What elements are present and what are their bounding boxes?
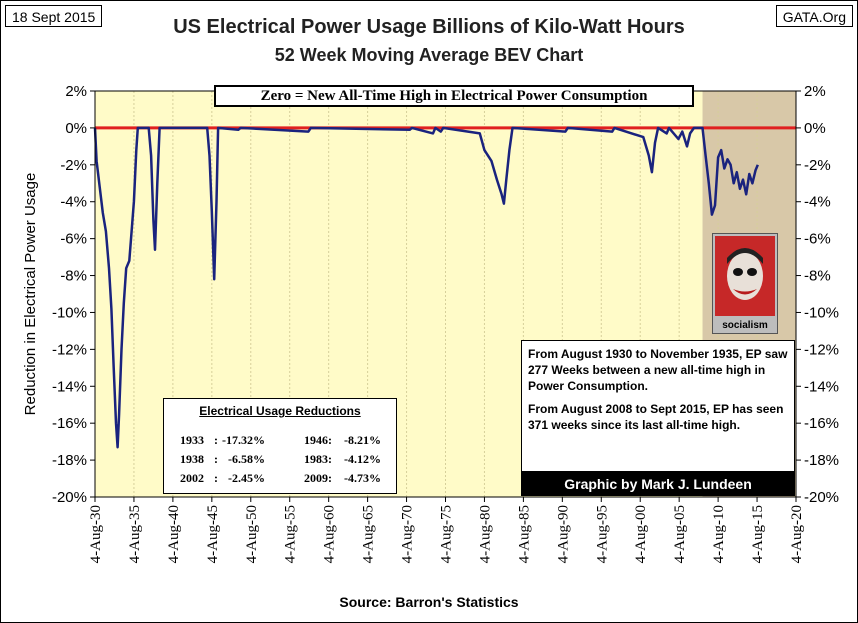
reduction-value: -6.58% (228, 452, 265, 466)
reduction-year: 2009: (304, 471, 332, 485)
y-tick-label-left: 2% (65, 83, 87, 100)
reduction-value: -17.32% (222, 433, 265, 447)
y-tick-label-left: -12% (52, 341, 87, 358)
y-tick-label-right: -10% (804, 304, 839, 321)
note-paragraph-2: From August 2008 to Sept 2015, EP has se… (528, 402, 784, 432)
y-tick-label-left: -2% (60, 157, 87, 174)
reduction-value: -4.12% (344, 452, 381, 466)
x-tick-label: 4-Aug-80 (477, 505, 493, 563)
site-label: GATA.Org (775, 5, 853, 27)
x-tick-label: 4-Aug-00 (633, 505, 649, 563)
y-tick-label-right: -2% (804, 157, 831, 174)
y-tick-label-right: -18% (804, 452, 839, 469)
credit-bar: Graphic by Mark J. Lundeen (521, 472, 795, 496)
x-tick-label: 4-Aug-75 (439, 505, 455, 563)
x-tick-label: 4-Aug-50 (244, 505, 260, 563)
x-tick-label: 4-Aug-65 (361, 505, 377, 563)
reduction-value: -8.21% (344, 433, 381, 447)
x-tick-label: 4-Aug-40 (166, 505, 182, 563)
y-tick-label-right: -16% (804, 415, 839, 432)
power-usage-series-line (93, 126, 759, 449)
reduction-year: 1933 (180, 433, 204, 447)
reduction-year: 1983: (304, 452, 332, 466)
y-tick-label-left: -10% (52, 304, 87, 321)
y-tick-label-left: -6% (60, 231, 87, 248)
reduction-year: 1938 (180, 452, 204, 466)
y-tick-label-right: -20% (804, 489, 839, 506)
x-tick-label: 4-Aug-95 (594, 505, 610, 563)
y-axis-left: 2% 0% -2% -4% -6% -8% -10% -12% -14% -16% -18% -20% (52, 83, 95, 506)
y-tick-label-right: 0% (804, 120, 826, 137)
chart-title: US Electrical Power Usage Billions of Ki… (173, 16, 685, 38)
date-label: 18 Sept 2015 (5, 5, 103, 27)
source-label: Source: Barron's Statistics (339, 594, 519, 610)
x-tick-label: 4-Aug-05 (672, 505, 688, 563)
x-tick-label: 4-Aug-15 (750, 505, 766, 563)
y-tick-label-right: -6% (804, 231, 831, 248)
y-tick-label-right: -8% (804, 268, 831, 285)
x-tick-label: 4-Aug-90 (555, 505, 571, 563)
reduction-value: -2.45% (228, 471, 265, 485)
x-tick-label: 4-Aug-30 (88, 505, 104, 563)
y-tick-label-right: -14% (804, 378, 839, 395)
y-tick-label-left: -14% (52, 378, 87, 395)
x-tick-label: 4-Aug-10 (711, 505, 727, 563)
y-tick-label-left: -20% (52, 489, 87, 506)
poster-face-icon (713, 234, 777, 333)
y-tick-label-right: 2% (804, 83, 826, 100)
socialism-caption: socialism (722, 320, 768, 331)
y-tick-label-right: -12% (804, 341, 839, 358)
chart-subtitle: 52 Week Moving Average BEV Chart (274, 45, 584, 65)
x-tick-label: 4-Aug-45 (205, 505, 221, 563)
x-tick-label: 4-Aug-85 (516, 505, 532, 563)
x-tick-label: 4-Aug-60 (322, 505, 338, 563)
x-tick-label: 4-Aug-20 (789, 505, 805, 563)
socialism-poster-image: socialism (712, 233, 778, 334)
y-tick-label-left: -8% (60, 268, 87, 285)
x-axis: 4-Aug-30 4-Aug-35 4-Aug-40 4-Aug-45 4-Aug-50… (88, 497, 805, 563)
y-tick-label-left: 0% (65, 120, 87, 137)
reduction-value: -4.73% (344, 471, 381, 485)
y-axis-right: 2% 0% -2% -4% -6% -8% -10% -12% -14% -16% -18% -20% (796, 83, 839, 506)
note-box: From August 1930 to November 1935, EP sa… (521, 340, 795, 472)
note-paragraph-1: From August 1930 to November 1935, EP sa… (528, 347, 788, 393)
reduction-year: 1946: (304, 433, 332, 447)
y-axis-label: Reduction in Electrical Power Usage (22, 173, 39, 416)
reductions-title: Electrical Usage Reductions (199, 404, 361, 418)
x-tick-label: 4-Aug-55 (283, 505, 299, 563)
y-tick-label-right: -4% (804, 194, 831, 211)
zero-meaning-banner: Zero = New All-Time High in Electrical P… (214, 85, 694, 107)
x-tick-label: 4-Aug-70 (400, 505, 416, 563)
reduction-year: 2002 (180, 471, 204, 485)
y-tick-label-left: -4% (60, 194, 87, 211)
y-tick-label-left: -18% (52, 452, 87, 469)
reductions-table: Electrical Usage Reductions 1933 : -17.3… (163, 398, 397, 494)
y-tick-label-left: -16% (52, 415, 87, 432)
x-tick-label: 4-Aug-35 (127, 505, 143, 563)
